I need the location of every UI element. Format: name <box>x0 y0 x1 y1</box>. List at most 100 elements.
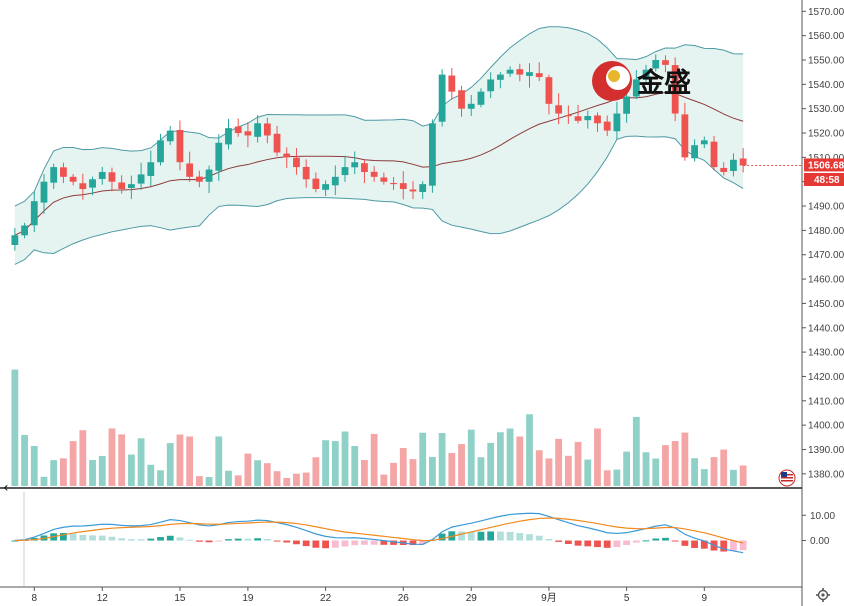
candle-body <box>60 167 67 177</box>
candle-body <box>720 167 728 172</box>
volume-bar <box>632 416 640 486</box>
macd-histogram-bar <box>516 533 524 541</box>
countdown-value: 48:58 <box>814 175 840 186</box>
candle-body <box>118 182 126 190</box>
candle-body <box>739 158 747 166</box>
candle-body <box>215 142 223 171</box>
volume-bar <box>594 428 601 486</box>
macd-histogram-bar <box>496 531 504 541</box>
macd-histogram-bar <box>623 540 631 546</box>
logo-icon-dot <box>608 70 620 82</box>
candle-body <box>176 129 184 163</box>
macd-histogram-bar <box>526 534 533 541</box>
volume-bar <box>613 469 621 486</box>
candle-body <box>594 115 601 124</box>
macd-histogram-bar <box>195 540 203 542</box>
volume-bar <box>477 457 485 486</box>
volume-bar <box>127 454 135 486</box>
candle-body <box>89 179 96 188</box>
lower-band-line <box>14 135 744 265</box>
macd-tick-label: 0.00 <box>810 536 830 547</box>
candle-body <box>467 103 475 109</box>
candle-body <box>30 201 38 226</box>
candle-body <box>691 145 698 159</box>
candle-body <box>351 162 359 168</box>
volume-bar <box>263 463 271 486</box>
volume-bar <box>21 434 28 486</box>
volume-bar <box>50 460 58 486</box>
candle-body <box>312 178 320 190</box>
time-axis[interactable]: 8 12 15 19 22 26 29 9月 5 9 <box>31 587 708 604</box>
macd-histogram-bar <box>147 538 155 541</box>
us-flag-icon[interactable] <box>778 469 796 487</box>
price-tick-label: 1490.00 <box>808 202 844 213</box>
macd-histogram-bar <box>215 540 223 542</box>
upper-band-line <box>14 26 744 207</box>
candlestick-series[interactable] <box>11 54 747 251</box>
volume-bar <box>302 472 310 486</box>
volume-bar <box>244 453 252 486</box>
macd-histogram-bar <box>730 540 737 551</box>
candle-body <box>409 189 417 192</box>
candle-body <box>506 69 514 74</box>
macd-histogram-bar <box>458 531 465 541</box>
last-price-value: 1506.68 <box>808 160 844 171</box>
macd-histogram-bar <box>545 538 553 541</box>
price-tick-label: 1570.00 <box>808 7 844 18</box>
macd-histogram-bar <box>487 531 495 541</box>
macd-histogram-bar <box>564 540 572 545</box>
macd-histogram-bar <box>157 537 164 541</box>
macd-histogram-bar <box>89 535 96 541</box>
macd-histogram-bar <box>594 540 601 548</box>
candle-body <box>127 184 135 188</box>
volume-bar <box>195 476 203 486</box>
macd-histogram-bar <box>127 539 135 541</box>
volume-bar <box>642 452 650 486</box>
gear-icon[interactable] <box>816 588 830 602</box>
candle-body <box>584 115 592 121</box>
candle-body <box>681 114 689 158</box>
candle-body <box>448 75 456 92</box>
candle-body <box>302 166 310 180</box>
volume-bar <box>69 441 77 486</box>
candle-body <box>50 167 58 183</box>
macd-histogram-bar <box>438 533 446 541</box>
price-tick-label: 1560.00 <box>808 31 844 42</box>
candle-body <box>370 171 378 177</box>
volume-bar <box>89 460 96 486</box>
scroll-left-icon[interactable]: ‹ <box>3 480 9 496</box>
macd-histogram-bar <box>691 540 698 548</box>
volume-bar <box>30 445 38 486</box>
volume-bar <box>205 476 213 486</box>
macd-histogram-bar <box>312 540 320 548</box>
candle-body <box>642 69 650 80</box>
price-tick-label: 1530.00 <box>808 104 844 115</box>
candle-body <box>458 90 465 109</box>
last-price-tag: 1506.68 48:58 <box>804 158 844 186</box>
candle-body <box>710 141 718 168</box>
volume-bar <box>516 436 524 486</box>
macd-histogram-bar <box>700 540 708 549</box>
candle-body <box>244 131 252 136</box>
candle-body <box>545 77 553 104</box>
candle-body <box>399 183 407 190</box>
volume-bar <box>60 458 67 486</box>
watermark-text: 金盛 <box>636 67 691 99</box>
time-tick-label: 19 <box>242 593 254 604</box>
price-tick-label: 1410.00 <box>808 396 844 407</box>
volume-bar <box>691 458 698 486</box>
macd-histogram-bar <box>652 538 660 541</box>
candle-body <box>69 176 77 182</box>
volume-bar <box>157 470 164 486</box>
candle-body <box>79 183 87 190</box>
volume-bar <box>506 428 514 486</box>
candle-body <box>555 105 563 114</box>
candle-body <box>496 74 504 80</box>
volume-bar <box>322 440 329 486</box>
price-tick-label: 1460.00 <box>808 275 844 286</box>
candle-body <box>361 163 368 172</box>
macd-histogram-bar <box>351 540 359 546</box>
volume-bar <box>545 458 553 486</box>
